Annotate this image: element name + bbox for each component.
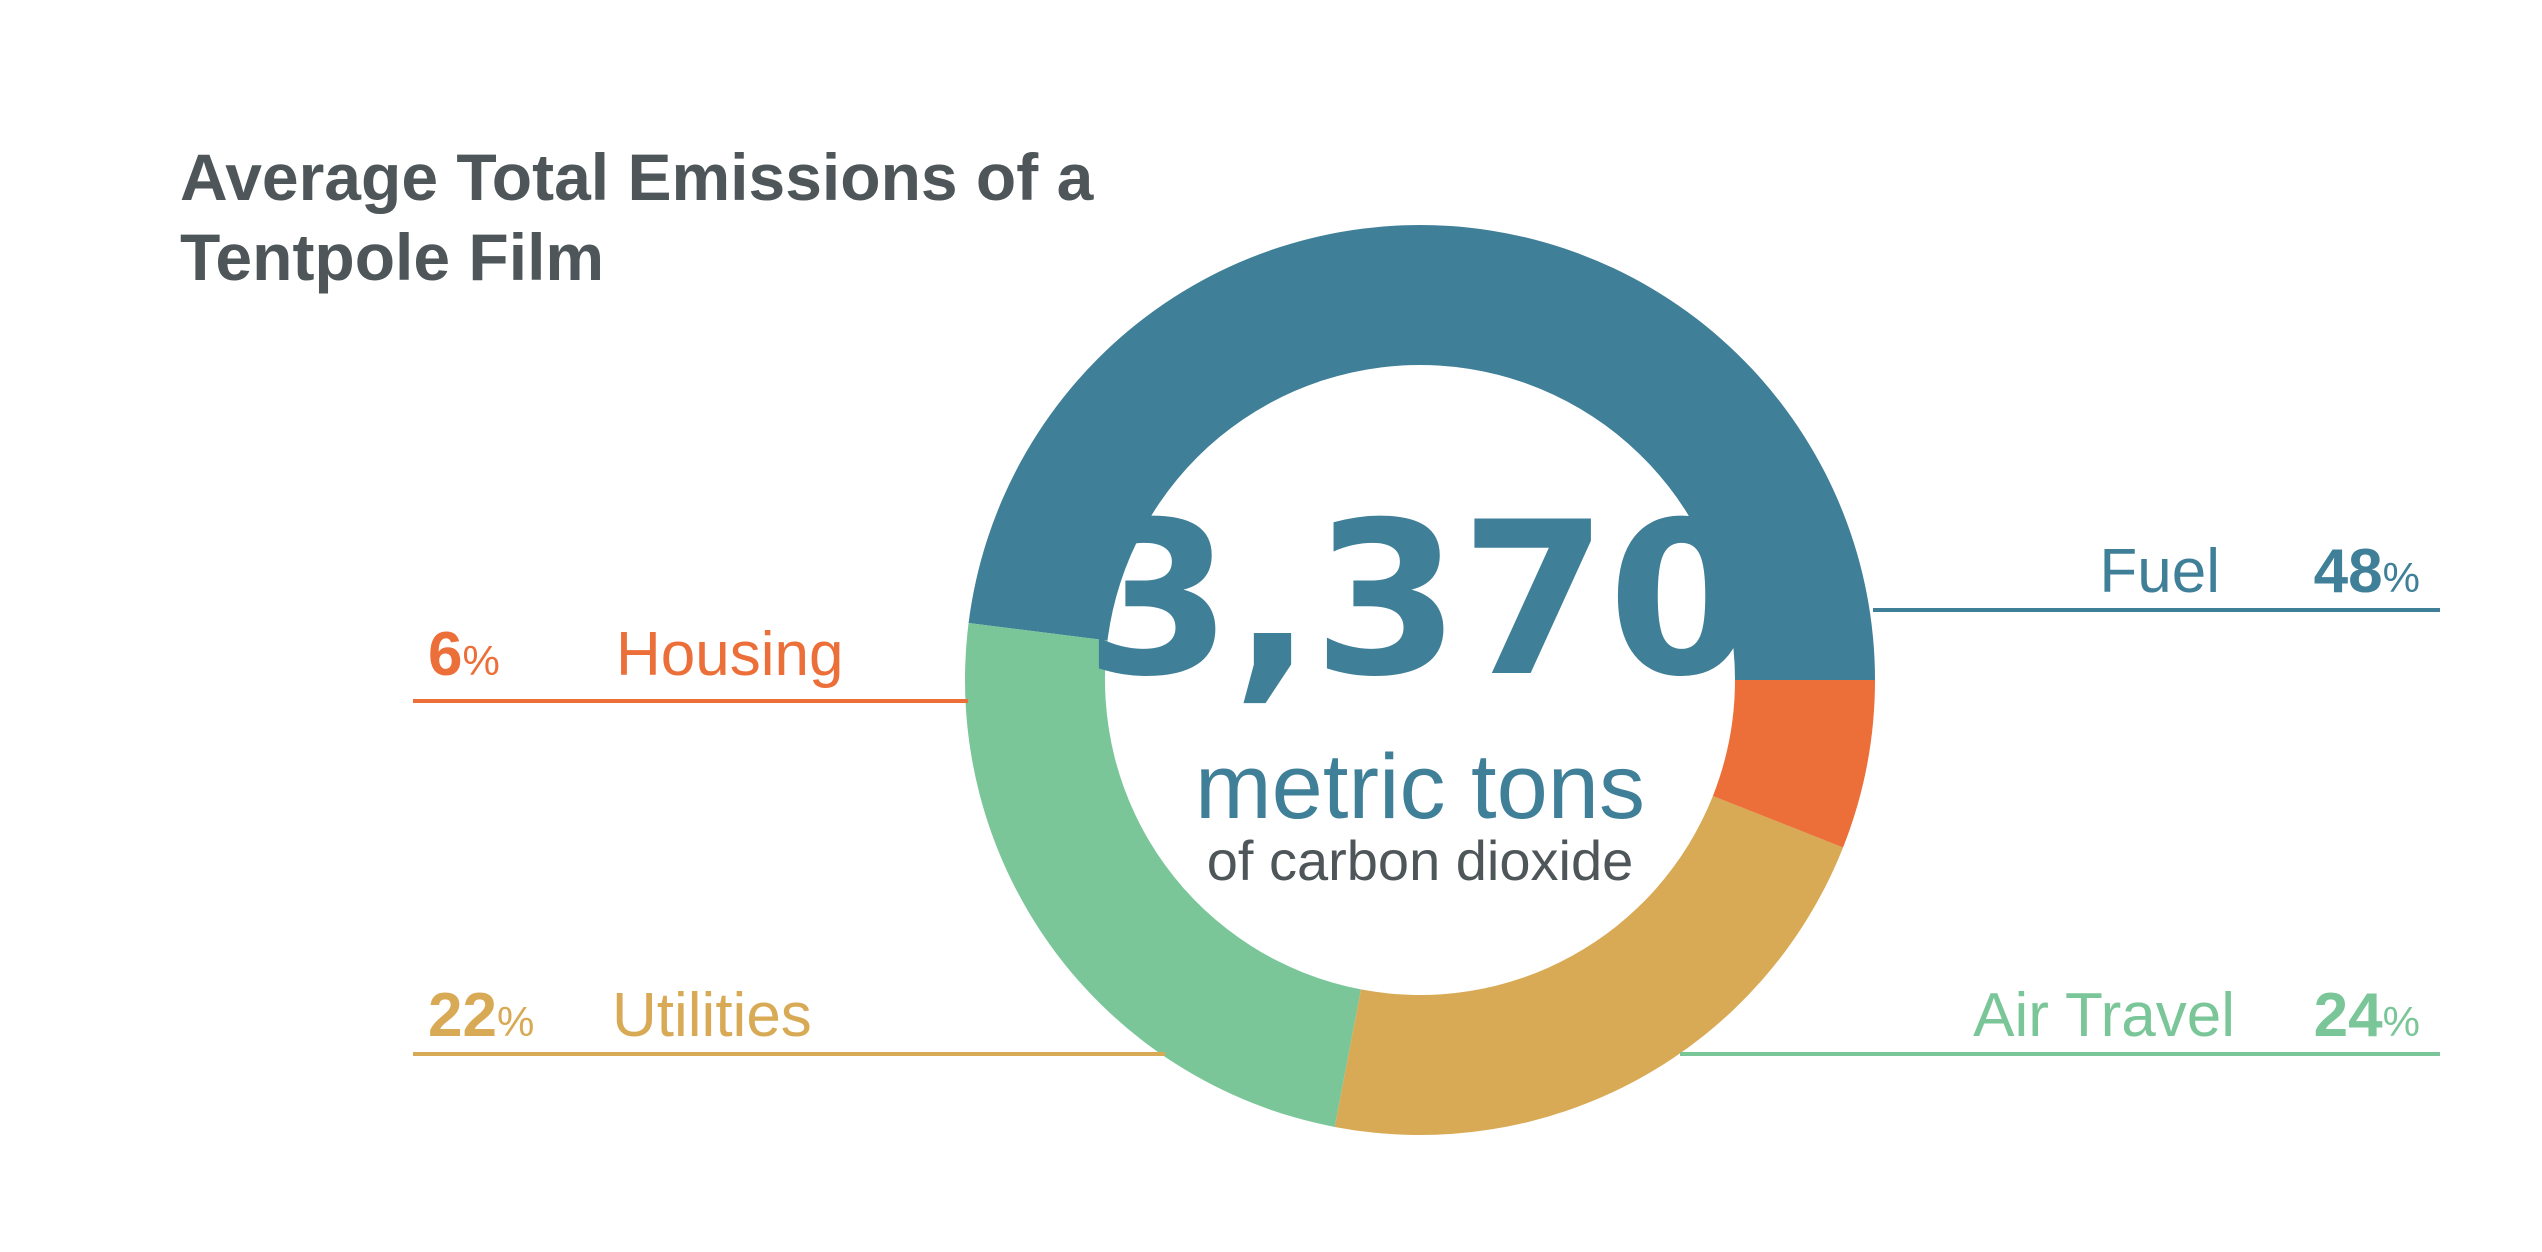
chart-title: Average Total Emissions of a Tentpole Fi…	[180, 140, 1095, 294]
center-subtitle: of carbon dioxide	[1207, 829, 1634, 892]
slice-utilities	[1334, 795, 1844, 1136]
percent-housing: 6%	[428, 620, 500, 689]
donut-slices	[965, 225, 1875, 1136]
slice-labels: Fuel 48% Air Travel 24% Utilities 22% Housing 6…	[428, 537, 2420, 1050]
label-fuel: Fuel	[2099, 537, 2220, 606]
percent-value-housing: 6	[428, 620, 462, 689]
percent-air-travel: 24%	[2314, 981, 2420, 1050]
percent-fuel: 48%	[2314, 537, 2420, 606]
chart-title-line-1: Average Total Emissions of a	[180, 140, 1095, 214]
donut-center: 3,370 metric tons of carbon dioxide	[1085, 476, 1756, 892]
percent-symbol-air-travel: %	[2383, 998, 2420, 1045]
label-housing: Housing	[616, 620, 843, 689]
percent-value-fuel: 48	[2314, 537, 2383, 606]
percent-value-air-travel: 24	[2314, 981, 2383, 1050]
slice-fuel	[968, 225, 1875, 680]
slice-housing	[1712, 680, 1875, 848]
percent-value-utilities: 22	[428, 981, 497, 1050]
percent-symbol-utilities: %	[497, 998, 534, 1045]
percent-utilities: 22%	[428, 981, 534, 1050]
center-total-value: 3,370	[1085, 476, 1756, 723]
label-utilities: Utilities	[612, 981, 812, 1050]
percent-symbol-fuel: %	[2383, 554, 2420, 601]
percent-symbol-housing: %	[462, 637, 499, 684]
leader-lines	[413, 608, 2440, 1056]
slice-air-travel	[965, 622, 1361, 1127]
center-unit-label: metric tons	[1195, 736, 1645, 838]
label-air-travel: Air Travel	[1973, 981, 2235, 1050]
chart-title-line-2: Tentpole Film	[180, 220, 604, 294]
